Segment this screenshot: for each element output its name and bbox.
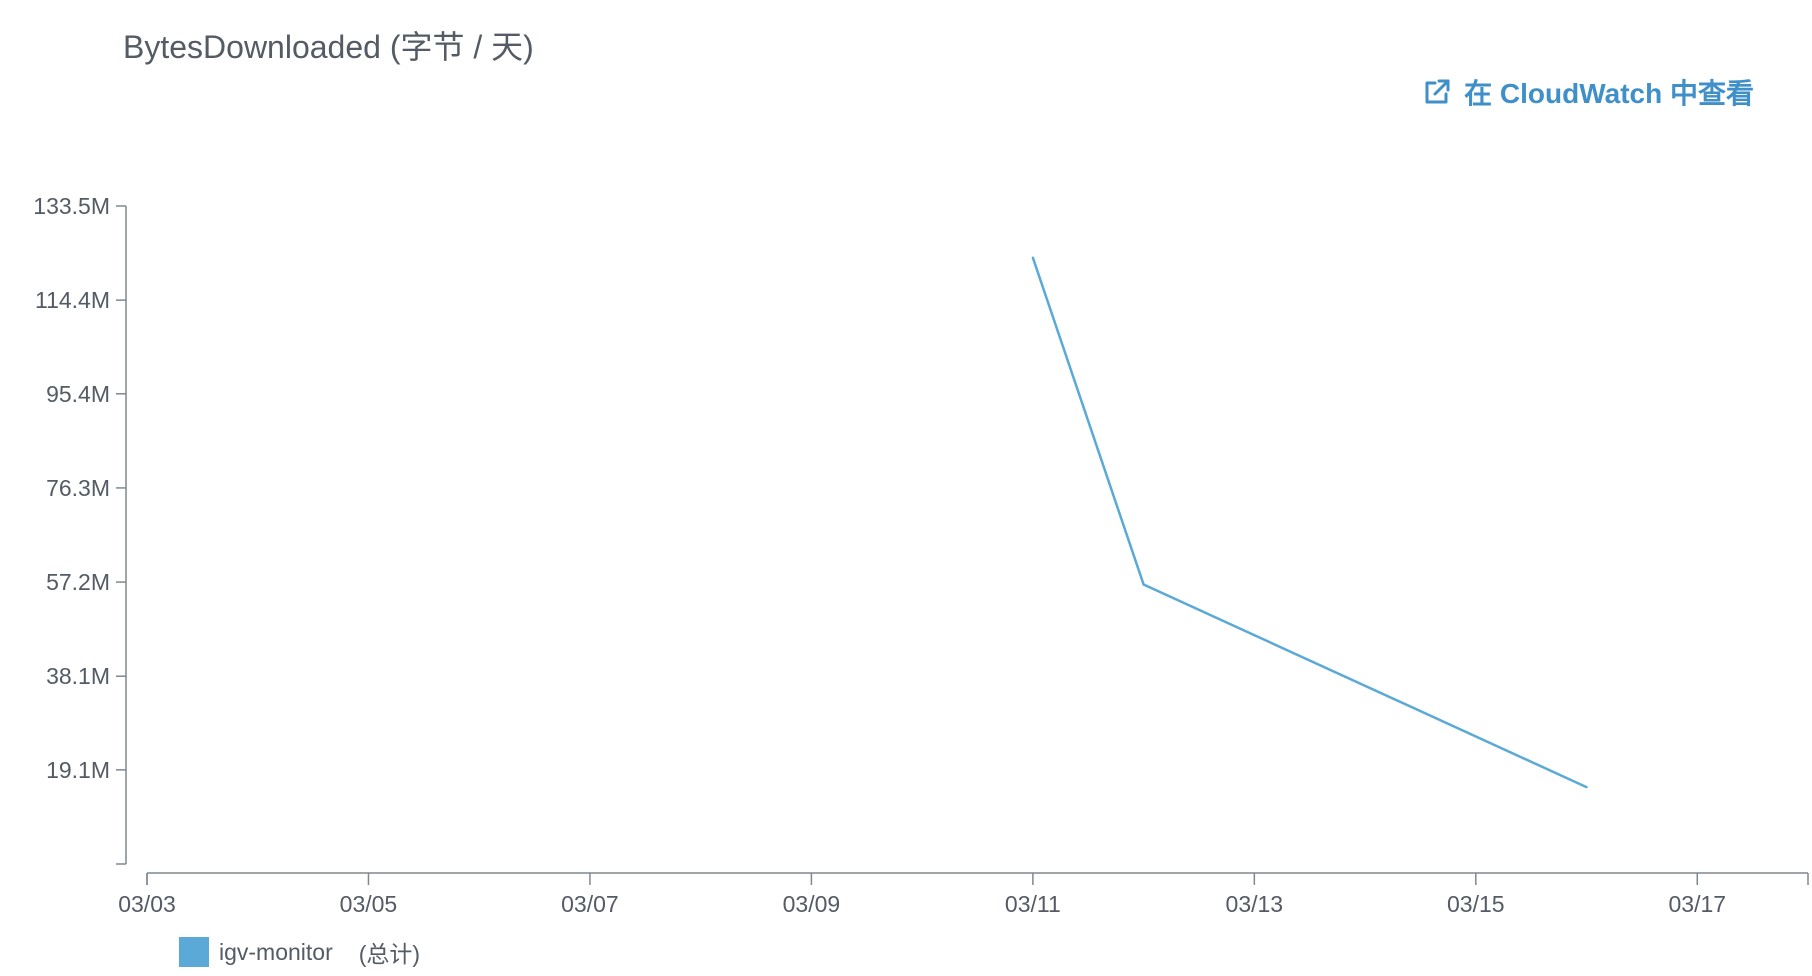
series-layer — [1031, 256, 1588, 789]
view-in-cloudwatch-label: 在 CloudWatch 中查看 — [1464, 78, 1754, 109]
data-point[interactable] — [1031, 256, 1035, 259]
y-tick-label: 19.1M — [46, 757, 110, 783]
x-tick-label: 03/09 — [783, 891, 841, 917]
view-in-cloudwatch-link[interactable]: 在 CloudWatch 中查看 — [1422, 72, 1754, 112]
legend[interactable]: igv-monitor (总计) — [179, 935, 420, 969]
x-tick-label: 03/11 — [1005, 891, 1061, 917]
x-tick-label: 03/03 — [118, 891, 176, 917]
x-axis: 03/03 03/05 03/07 03/09 03/11 03/13 03/15 03/17 — [118, 872, 1809, 917]
y-tick-label: 38.1M — [46, 663, 110, 689]
y-tick-label: 76.3M — [46, 475, 110, 501]
legend-series-name: igv-monitor — [219, 938, 333, 965]
y-tick-label: 57.2M — [46, 569, 110, 595]
x-tick-label: 03/05 — [340, 891, 398, 917]
x-tick-label: 03/15 — [1447, 891, 1505, 917]
y-axis: 133.5M 114.4M 95.4M 76.3M 57.2M 38.1M 19.1M — [33, 193, 127, 865]
x-tick-label: 03/07 — [561, 891, 619, 917]
y-tick-label: 133.5M — [33, 193, 110, 219]
x-tick-label: 03/17 — [1668, 891, 1726, 917]
data-point[interactable] — [1585, 785, 1588, 789]
legend-series-stat: (总计) — [358, 941, 421, 967]
external-link-icon — [1422, 77, 1452, 107]
data-point[interactable] — [1142, 583, 1145, 586]
x-tick-label: 03/13 — [1226, 891, 1284, 917]
series-line[interactable] — [1031, 257, 1588, 789]
legend-swatch — [179, 937, 209, 967]
y-tick-label: 114.4M — [35, 287, 110, 313]
y-tick-label: 95.4M — [46, 381, 110, 407]
chart-title: BytesDownloaded (字节 / 天) — [123, 29, 534, 65]
